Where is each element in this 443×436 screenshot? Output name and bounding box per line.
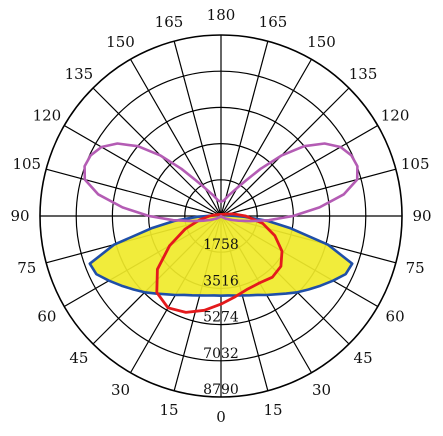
angle-label-left-150: 150 <box>106 33 135 51</box>
grid-spoke <box>220 41 269 217</box>
grid-spoke <box>92 87 222 217</box>
angle-label-right-135: 135 <box>349 65 378 83</box>
grid-spoke <box>220 87 350 217</box>
angle-label-left-180: 180 <box>207 6 236 24</box>
angle-label-left-15: 15 <box>159 401 178 419</box>
angle-label-right-75: 75 <box>406 259 425 277</box>
grid-spoke <box>220 168 396 217</box>
radial-tick-label: 8790 <box>203 382 239 398</box>
angle-label-left-165: 165 <box>155 13 184 31</box>
radial-tick-label: 3516 <box>203 273 239 289</box>
angle-label-left-105: 105 <box>12 155 41 173</box>
angle-label-right-150: 150 <box>307 33 336 51</box>
grid-spoke <box>220 124 379 217</box>
angle-label-right-45: 45 <box>354 349 373 367</box>
angle-label-right-30: 30 <box>312 381 331 399</box>
angle-label-left-0: 0 <box>216 408 226 426</box>
radial-tick-label: 5274 <box>203 310 239 326</box>
grid-spoke <box>173 41 222 217</box>
angle-label-left-60: 60 <box>37 308 56 326</box>
angle-label-left-90: 90 <box>10 207 29 225</box>
grid-spoke <box>63 124 222 217</box>
radial-tick-label: 1758 <box>203 237 239 253</box>
series-line-red <box>155 212 284 314</box>
label-layer: 15 30 45 60 75 90 105 120 135 150 165 0 15 30 45 60 75 90… <box>10 6 431 426</box>
angle-label-right-165: 165 <box>259 13 288 31</box>
grid-spoke <box>129 58 222 217</box>
angle-label-left-120: 120 <box>33 107 62 125</box>
angle-label-right-105: 105 <box>401 155 430 173</box>
angle-label-left-75: 75 <box>17 259 36 277</box>
grid-spoke <box>220 58 313 217</box>
radial-tick-label: 7032 <box>203 346 239 362</box>
series-layer <box>83 142 359 314</box>
angle-label-right-60: 60 <box>386 308 405 326</box>
angle-label-left-135: 135 <box>65 65 94 83</box>
series-line-magenta <box>83 142 359 223</box>
angle-label-right-90: 90 <box>412 207 431 225</box>
angle-label-right-120: 120 <box>381 107 410 125</box>
angle-label-right-15: 15 <box>263 401 282 419</box>
grid-spoke <box>46 168 222 217</box>
angle-label-left-30: 30 <box>111 381 130 399</box>
angle-label-left-45: 45 <box>69 349 88 367</box>
